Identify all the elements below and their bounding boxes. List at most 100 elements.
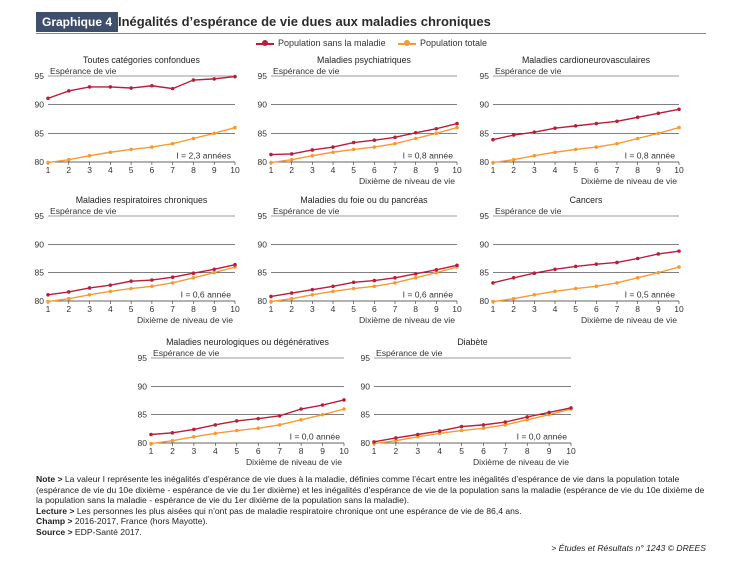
point-sans-maladie-8: [413, 130, 418, 135]
x-tick-label-5: 5: [234, 446, 239, 456]
x-tick-label-9: 9: [547, 446, 552, 456]
point-totale-8: [413, 136, 418, 141]
x-tick-label-10: 10: [674, 165, 684, 175]
chart-maladies-du-foie-ou-du-pancreas: 80 85 90 95 1 2 3 4 5 6 7 8 9 10 Maladies du foie ou d…: [258, 195, 462, 325]
point-sans-maladie-10: [233, 74, 237, 79]
x-axis-label: Dixième de niveau de vie: [359, 315, 455, 325]
x-tick-label-1: 1: [149, 446, 154, 456]
point-sans-maladie-1: [372, 440, 376, 444]
point-sans-maladie-5: [459, 424, 464, 429]
point-sans-maladie-3: [87, 286, 92, 290]
point-sans-maladie-3: [87, 85, 92, 89]
x-tick-label-6: 6: [594, 304, 599, 314]
series-line-sans-maladie: [270, 122, 458, 156]
point-totale-8: [635, 275, 640, 280]
chart-maladies-neurologiques-ou-degeneratives: 80 85 90 95 1 2 3 4 5 6 7 8 9 10 Maladies neurologique…: [138, 337, 349, 467]
chart-title: Maladies psychiatriques: [317, 55, 411, 65]
x-tick-label-9: 9: [320, 446, 325, 456]
point-totale-1: [491, 299, 495, 304]
y-tick-label-95: 95: [35, 211, 45, 221]
point-sans-maladie-9: [656, 252, 661, 256]
point-totale-3: [532, 153, 537, 158]
point-totale-6: [594, 284, 599, 289]
point-totale-3: [532, 292, 537, 297]
point-sans-maladie-5: [129, 86, 133, 90]
y-tick-label-85: 85: [480, 128, 490, 138]
point-totale-2: [66, 157, 71, 162]
point-sans-maladie-6: [372, 138, 377, 143]
x-tick-label-7: 7: [277, 446, 282, 456]
y-tick-label-90: 90: [138, 381, 148, 391]
x-tick-label-5: 5: [573, 165, 578, 175]
x-tick-label-10: 10: [452, 165, 462, 175]
x-tick-label-7: 7: [393, 165, 398, 175]
x-tick-label-8: 8: [413, 304, 418, 314]
lecture-text: Les personnes les plus aisées qui n’ont …: [74, 505, 522, 516]
y-axis-label: Espérance de vie: [273, 206, 340, 216]
x-tick-label-5: 5: [459, 446, 464, 456]
note-paragraph: Note > La valeur I représente les inégal…: [36, 474, 706, 506]
x-tick-label-5: 5: [351, 165, 356, 175]
x-tick-label-1: 1: [269, 304, 274, 314]
source-text: EDP-Santé 2017.: [72, 526, 142, 537]
point-sans-maladie-8: [299, 407, 303, 411]
x-axis-label: Dixième de niveau de vie: [359, 176, 455, 186]
figure-header: Graphique 4 Inégalités d’espérance de vi…: [36, 12, 706, 34]
point-sans-maladie-9: [212, 77, 217, 81]
x-tick-label-1: 1: [46, 165, 51, 175]
point-totale-3: [310, 153, 315, 158]
y-tick-label-85: 85: [480, 268, 490, 278]
point-totale-3: [192, 434, 196, 439]
point-totale-4: [331, 150, 335, 155]
point-sans-maladie-8: [635, 256, 640, 261]
chart-toutes-categories-confondues: 80 85 90 95 1 2 3 4 5 6 7 8 9 10 Toutes catégories con…: [35, 55, 240, 175]
series-line-sans-maladie: [373, 407, 572, 443]
point-totale-10: [455, 125, 459, 130]
y-tick-label-90: 90: [35, 239, 45, 249]
y-tick-label-95: 95: [480, 71, 490, 81]
x-tick-label-10: 10: [230, 304, 240, 314]
point-sans-maladie-7: [277, 414, 282, 418]
y-axis-label: Espérance de vie: [50, 66, 117, 76]
series-line-sans-maladie: [270, 264, 458, 298]
x-axis-label: Dixième de niveau de vie: [581, 315, 677, 325]
point-sans-maladie-8: [525, 415, 530, 419]
y-tick-label-80: 80: [35, 296, 45, 306]
chart-title: Maladies respiratoires chroniques: [76, 195, 208, 205]
point-sans-maladie-4: [331, 145, 335, 149]
x-tick-label-3: 3: [310, 165, 315, 175]
x-axis-label: Dixième de niveau de vie: [246, 457, 342, 467]
point-sans-maladie-9: [547, 410, 551, 415]
point-totale-4: [331, 289, 335, 294]
chart-title: Maladies cardioneurovasculaires: [522, 55, 651, 65]
point-totale-2: [289, 157, 294, 162]
point-totale-8: [413, 275, 418, 280]
x-tick-label-3: 3: [532, 304, 537, 314]
y-tick-label-90: 90: [258, 100, 268, 110]
point-totale-9: [434, 270, 439, 275]
point-sans-maladie-6: [481, 423, 486, 427]
point-totale-8: [191, 275, 196, 280]
y-tick-label-90: 90: [258, 239, 268, 249]
x-tick-label-2: 2: [511, 304, 516, 314]
chart-cancers: 80 85 90 95 1 2 3 4 5 6 7 8 9 10 Cancers Espérance de v…: [480, 195, 684, 325]
point-sans-maladie-4: [553, 267, 557, 272]
point-sans-maladie-7: [393, 275, 397, 280]
point-sans-maladie-6: [594, 121, 599, 126]
series-line-sans-maladie: [150, 399, 345, 436]
point-totale-8: [525, 417, 530, 422]
point-sans-maladie-1: [149, 432, 153, 437]
point-sans-maladie-2: [170, 431, 175, 435]
point-sans-maladie-8: [413, 272, 418, 276]
y-tick-label-95: 95: [361, 353, 371, 363]
y-tick-label-85: 85: [35, 268, 45, 278]
point-totale-3: [87, 292, 92, 297]
x-tick-label-4: 4: [108, 304, 113, 314]
y-tick-label-85: 85: [361, 410, 371, 420]
point-sans-maladie-10: [677, 249, 681, 253]
point-sans-maladie-6: [594, 262, 599, 266]
x-tick-label-2: 2: [289, 165, 294, 175]
point-sans-maladie-5: [351, 280, 356, 285]
point-sans-maladie-5: [234, 419, 239, 423]
